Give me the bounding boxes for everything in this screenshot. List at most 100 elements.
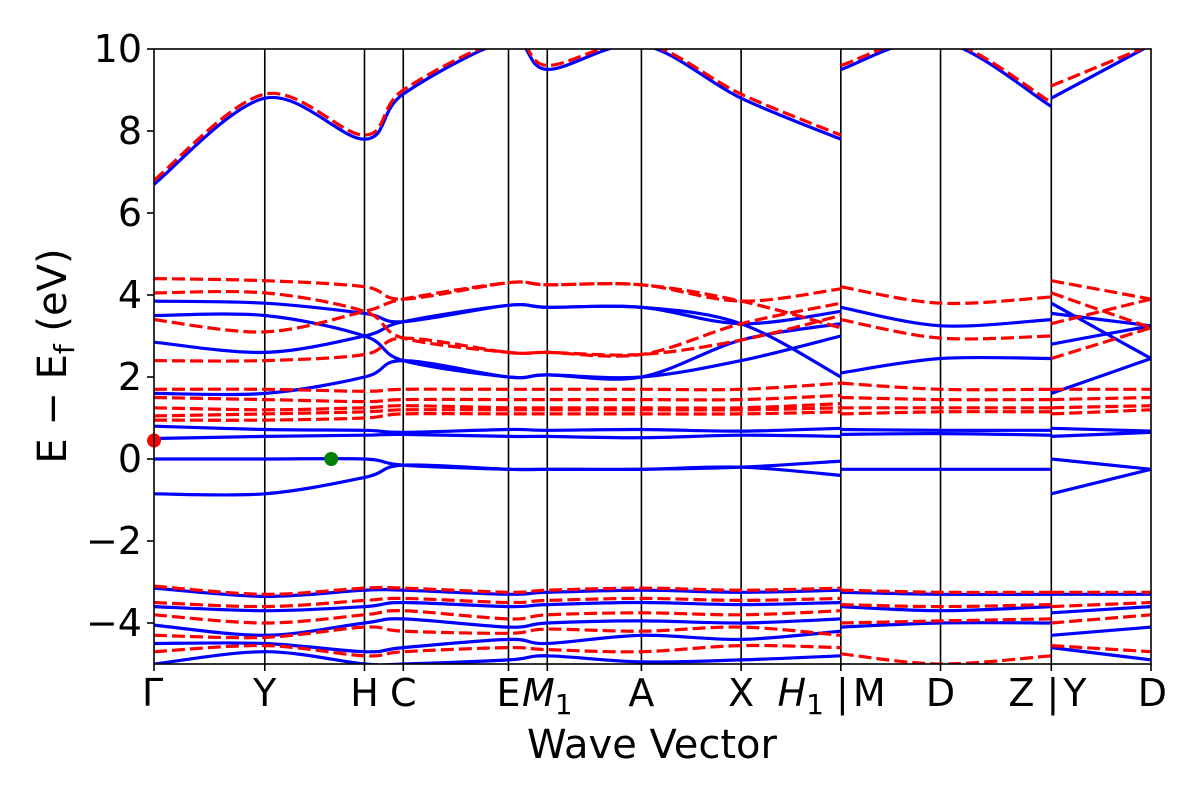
band-dashed-23	[840, 603, 1052, 609]
band-dashed-9	[154, 410, 841, 422]
band-solid-9	[154, 586, 841, 599]
x-tick-label-7: X	[728, 671, 754, 715]
band-dashed-15	[840, 49, 1053, 104]
band-dashed-14	[154, 643, 841, 658]
band-dashed-36	[1051, 600, 1151, 609]
band-solid-3	[154, 302, 842, 379]
band-dashed-24	[840, 617, 1052, 625]
band-dashed-27	[1051, 279, 1151, 301]
x-tick-label-5: M1	[522, 671, 573, 721]
x-tick-label-2: H	[350, 671, 379, 715]
band-solid-8	[154, 463, 841, 497]
band-dashed-21	[840, 410, 1052, 416]
band-dashed-37	[1051, 613, 1151, 625]
band-solid-23	[1050, 49, 1147, 100]
band-dashed-22	[840, 588, 1052, 595]
band-solid-15	[840, 305, 1052, 328]
band-dashed-0	[154, 49, 842, 182]
band-solid-1	[154, 299, 842, 326]
band-solid-21	[840, 605, 1052, 613]
plot-frame	[153, 48, 1152, 665]
band-dashed-28	[1050, 291, 1151, 330]
band-solid-4	[154, 322, 842, 397]
y-axis-label-main: E − E	[30, 354, 76, 464]
band-dashed-4	[154, 301, 842, 363]
band-solid-28	[1051, 426, 1151, 433]
band-dashed-11	[154, 596, 841, 609]
y-tick-label-6: 8	[118, 109, 142, 153]
x-tick-label-3: C	[390, 671, 417, 715]
marker-0	[324, 452, 339, 466]
band-lines	[154, 49, 1151, 664]
band-dashed-17	[840, 318, 1052, 341]
x-tick-label-13: D	[1138, 671, 1167, 715]
band-solid-24	[1050, 301, 1151, 360]
y-tick-label-1: −2	[86, 519, 142, 563]
band-solid-20	[840, 590, 1052, 597]
band-solid-30	[1051, 457, 1151, 471]
band-dashed-30	[1050, 326, 1151, 361]
y-axis-label-subscript: f	[48, 343, 81, 354]
band-dashed-8	[154, 406, 841, 418]
band-dashed-29	[1050, 297, 1151, 326]
x-tick-label-8: H1 |	[778, 671, 849, 721]
kpoint-lines	[263, 49, 1053, 664]
band-solid-12	[154, 629, 841, 654]
band-solid-0	[154, 49, 842, 186]
band-solid-33	[1051, 605, 1151, 615]
band-solid-11	[154, 617, 841, 637]
y-axis-label-unit: (eV)	[30, 248, 76, 344]
y-tick-label-3: 2	[118, 355, 142, 399]
band-dashed-5	[154, 381, 841, 393]
x-tick-label-9: M	[853, 671, 886, 715]
band-solid-27	[1050, 356, 1151, 395]
band-dashed-18	[840, 381, 1052, 392]
x-tick-label-12: Y	[1062, 671, 1087, 715]
band-dashed-38	[1051, 644, 1151, 654]
band-solid-35	[1051, 646, 1151, 662]
y-axis-ticks: −4 −2 0 2 4 6 8 10	[86, 27, 154, 645]
band-solid-5	[154, 424, 841, 434]
x-tick-label-11: Z |	[1008, 671, 1059, 716]
band-dashed-25	[840, 652, 1052, 664]
band-solid-10	[154, 600, 841, 613]
band-dashed-10	[154, 584, 841, 596]
x-tick-label-1: Y	[252, 671, 277, 715]
band-solid-14	[840, 49, 1053, 108]
band-dashed-1	[154, 277, 842, 303]
x-tick-label-10: D	[926, 671, 955, 715]
y-tick-label-7: 10	[94, 27, 142, 71]
band-dashed-3	[154, 280, 842, 334]
x-axis-ticks: Γ Y H C E M1 A X H1 | M D Z | Y D	[142, 664, 1167, 721]
y-tick-label-0: −4	[86, 601, 142, 645]
x-tick-label-4: E	[496, 671, 520, 715]
band-solid-13	[154, 650, 841, 664]
band-dashed-16	[840, 285, 1052, 306]
x-tick-label-0: Γ	[142, 671, 163, 715]
band-dashed-32	[1051, 395, 1151, 402]
band-dashed-7	[154, 402, 841, 412]
band-solid-17	[840, 427, 1052, 432]
band-solid-16	[840, 355, 1052, 375]
band-dashed-13	[154, 625, 841, 640]
band-dashed-6	[154, 393, 841, 404]
band-solid-6	[154, 432, 841, 441]
y-tick-label-4: 4	[118, 273, 142, 317]
x-axis-label: Wave Vector	[527, 722, 778, 768]
band-dashed-33	[1051, 404, 1151, 410]
y-tick-label-2: 0	[118, 437, 142, 481]
band-dashed-12	[154, 608, 841, 625]
y-tick-label-5: 6	[118, 191, 142, 235]
band-solid-22	[840, 621, 1052, 629]
band-solid-18	[840, 431, 1052, 437]
band-dashed-34	[1051, 408, 1151, 416]
band-dashed-26	[1050, 49, 1146, 88]
y-axis-label: E − Ef (eV)	[30, 248, 81, 463]
band-solid-34	[1051, 625, 1151, 637]
band-solid-31	[1050, 467, 1151, 496]
band-solid-29	[1051, 430, 1151, 438]
band-solid-26	[1051, 324, 1151, 346]
x-tick-label-6: A	[628, 671, 654, 715]
band-dashed-19	[840, 395, 1052, 402]
